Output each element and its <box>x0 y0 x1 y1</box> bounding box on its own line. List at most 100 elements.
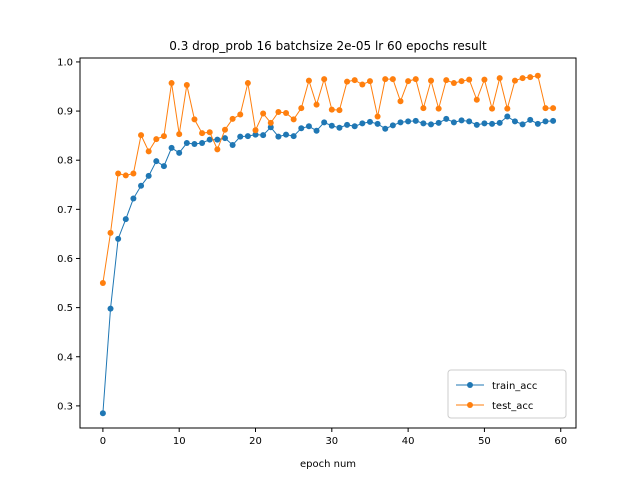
data-point-train-acc <box>99 410 106 417</box>
data-point-test-acc <box>313 101 320 108</box>
data-point-test-acc <box>176 131 183 138</box>
data-point-train-acc <box>397 119 404 126</box>
data-point-test-acc <box>99 280 106 287</box>
data-point-train-acc <box>374 120 381 127</box>
data-point-train-acc <box>283 131 290 138</box>
data-point-test-acc <box>382 76 389 83</box>
data-point-test-acc <box>328 106 335 113</box>
data-point-train-acc <box>160 163 167 170</box>
x-tick-label: 20 <box>249 436 262 447</box>
plot-frame <box>79 57 577 429</box>
data-point-train-acc <box>229 141 236 148</box>
data-point-train-acc <box>511 118 518 125</box>
data-point-test-acc <box>206 129 213 136</box>
data-point-train-acc <box>206 136 213 143</box>
series-line-test-acc <box>102 75 554 284</box>
data-point-test-acc <box>229 115 236 122</box>
data-point-train-acc <box>443 115 450 122</box>
data-point-test-acc <box>481 76 488 83</box>
data-point-test-acc <box>496 75 503 82</box>
data-point-test-acc <box>450 80 457 87</box>
data-point-train-acc <box>405 118 412 125</box>
data-point-train-acc <box>534 120 541 127</box>
legend-box <box>447 369 567 419</box>
x-axis-label: epoch num <box>300 459 356 470</box>
y-tick-label: 0.5 <box>57 303 73 314</box>
data-point-train-acc <box>550 117 557 124</box>
data-point-train-acc <box>496 119 503 126</box>
data-point-test-acc <box>519 75 526 82</box>
data-point-train-acc <box>481 120 488 127</box>
data-point-test-acc <box>351 77 358 84</box>
data-point-test-acc <box>428 77 435 84</box>
data-point-test-acc <box>466 76 473 83</box>
data-point-train-acc <box>145 172 152 179</box>
y-tick-label: 1.0 <box>57 57 73 68</box>
data-point-test-acc <box>542 105 549 112</box>
data-point-test-acc <box>145 148 152 155</box>
data-point-test-acc <box>275 109 282 116</box>
data-point-test-acc <box>344 78 351 85</box>
chart-title: 0.3 drop_prob 16 batchsize 2e-05 lr 60 e… <box>169 39 487 53</box>
data-point-test-acc <box>160 133 167 140</box>
y-tick-label: 0.4 <box>57 352 73 363</box>
data-point-train-acc <box>466 118 473 125</box>
x-tick-label: 30 <box>325 436 338 447</box>
data-point-train-acc <box>313 127 320 134</box>
data-point-test-acc <box>359 81 366 88</box>
data-point-train-acc <box>305 123 312 130</box>
data-point-train-acc <box>244 133 251 140</box>
data-point-train-acc <box>168 144 175 151</box>
data-point-train-acc <box>130 195 137 202</box>
data-point-train-acc <box>450 119 457 126</box>
data-point-train-acc <box>328 122 335 129</box>
data-point-test-acc <box>534 72 541 79</box>
data-point-train-acc <box>267 124 274 131</box>
data-point-train-acc <box>107 305 114 312</box>
data-point-test-acc <box>107 229 114 236</box>
data-point-train-acc <box>489 120 496 127</box>
data-point-train-acc <box>420 120 427 127</box>
data-point-test-acc <box>412 76 419 83</box>
data-point-train-acc <box>435 119 442 126</box>
data-point-test-acc <box>221 126 228 133</box>
data-point-train-acc <box>275 133 282 140</box>
data-point-test-acc <box>527 74 534 81</box>
data-point-train-acc <box>191 140 198 147</box>
data-point-train-acc <box>359 120 366 127</box>
data-point-test-acc <box>405 78 412 85</box>
data-point-test-acc <box>366 78 373 85</box>
data-point-train-acc <box>519 121 526 128</box>
data-point-train-acc <box>115 235 122 242</box>
data-point-test-acc <box>252 127 259 134</box>
data-point-test-acc <box>214 146 221 153</box>
data-point-train-acc <box>504 113 511 120</box>
data-point-test-acc <box>550 105 557 112</box>
data-point-test-acc <box>153 136 160 143</box>
data-point-test-acc <box>504 105 511 112</box>
legend-label-train-acc: train_acc <box>492 381 537 392</box>
data-point-test-acc <box>435 105 442 112</box>
x-tick-label: 10 <box>173 436 186 447</box>
data-point-train-acc <box>176 149 183 156</box>
data-point-train-acc <box>336 124 343 131</box>
data-point-train-acc <box>542 118 549 125</box>
y-tick-label: 0.8 <box>57 156 73 167</box>
data-point-test-acc <box>122 172 129 179</box>
data-point-test-acc <box>244 80 251 87</box>
data-point-test-acc <box>443 77 450 84</box>
data-point-test-acc <box>290 116 297 123</box>
data-point-train-acc <box>183 140 190 147</box>
data-point-test-acc <box>138 132 145 139</box>
series-layer <box>99 72 557 417</box>
x-tick-label: 0 <box>100 436 106 447</box>
data-point-test-acc <box>199 130 206 137</box>
legend: train_acc test_acc <box>447 369 567 419</box>
data-point-test-acc <box>267 119 274 126</box>
data-point-train-acc <box>252 131 259 138</box>
data-point-test-acc <box>237 111 244 118</box>
data-point-train-acc <box>473 121 480 128</box>
data-point-train-acc <box>412 117 419 124</box>
y-axis-ticks: 0.3 0.4 0.5 0.6 0.7 0.8 0.9 1.0 <box>57 57 80 412</box>
